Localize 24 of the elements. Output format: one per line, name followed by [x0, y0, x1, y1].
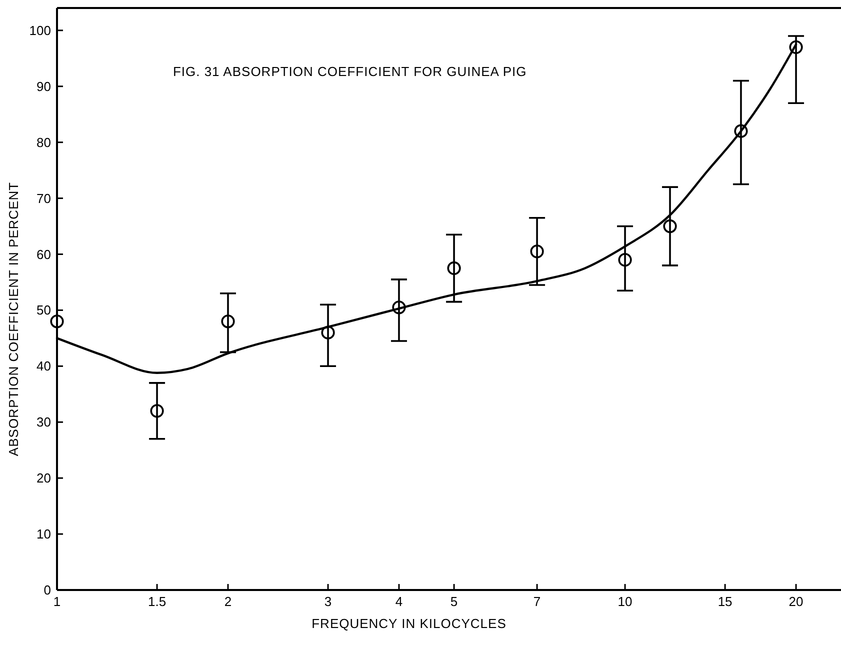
y-tick-label: 20	[36, 470, 51, 486]
x-tick-label: 20	[788, 594, 804, 609]
y-tick-label: 30	[36, 414, 51, 430]
x-tick-label: 1	[53, 594, 61, 609]
y-tick-label: 40	[36, 358, 51, 374]
x-tick-label: 3	[324, 594, 332, 609]
y-axis-title: ABSORPTION COEFFICIENT IN PERCENT	[6, 182, 21, 456]
y-tick-label: 60	[36, 246, 51, 262]
y-tick-label: 70	[36, 190, 51, 206]
x-tick-label: 1.5	[148, 594, 166, 609]
y-tick-label: 100	[29, 22, 51, 38]
x-tick-label: 7	[533, 594, 541, 609]
y-tick-label: 10	[36, 526, 51, 542]
y-tick-label: 0	[44, 582, 51, 598]
x-tick-label: 15	[718, 594, 732, 609]
x-tick-label: 10	[618, 594, 632, 609]
x-tick-label: 2	[224, 594, 232, 609]
y-tick-label: 50	[36, 302, 51, 318]
x-axis-title: FREQUENCY IN KILOCYCLES	[312, 616, 506, 631]
y-tick-label: 90	[36, 78, 51, 94]
x-tick-label: 4	[395, 594, 403, 609]
x-tick-label: 5	[450, 594, 458, 609]
y-tick-label: 80	[36, 134, 51, 150]
text: FIG. 31 ABSORPTION COEFFICIENT FOR GUINEA PIG	[172, 64, 527, 79]
